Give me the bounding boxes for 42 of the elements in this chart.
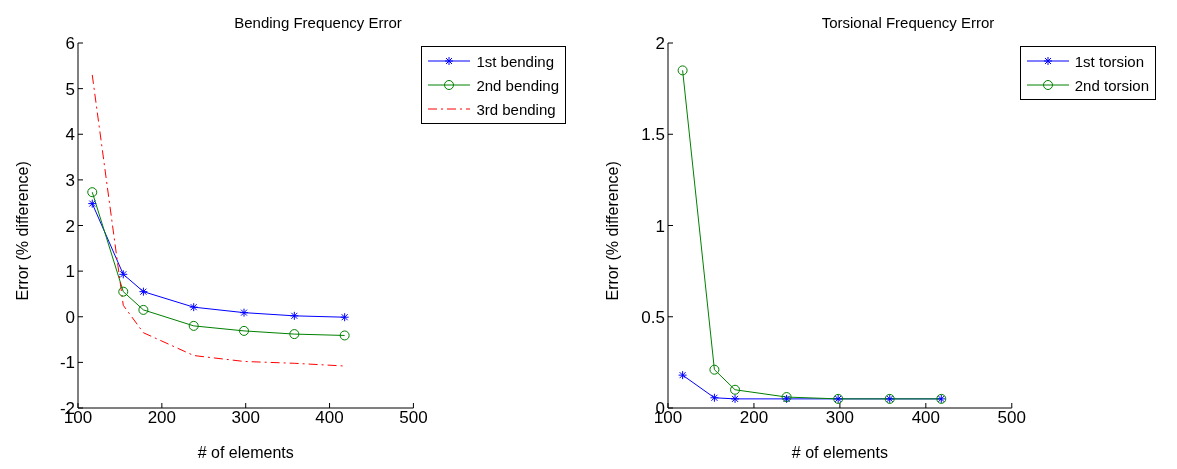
x-axis-title: # of elements	[791, 444, 888, 461]
legend-label: 1st torsion	[1074, 52, 1144, 70]
x-tick-label: 400	[911, 408, 941, 428]
point	[730, 384, 741, 395]
chart-title: Torsional Frequency Error	[820, 14, 996, 31]
point	[677, 65, 688, 76]
point	[138, 304, 149, 315]
legend-label: 2nd bending	[476, 76, 559, 94]
chart-title: Bending Frequency Error	[233, 14, 403, 31]
y-tick-label: 0	[65, 307, 75, 327]
y-tick-label: 1	[655, 216, 665, 236]
y-tick-label: 0.5	[641, 307, 665, 327]
point	[188, 320, 199, 331]
y-tick-label: 1.5	[641, 125, 665, 145]
legend-label: 2nd torsion	[1074, 76, 1149, 94]
point	[709, 364, 720, 375]
x-tick-label: 200	[739, 408, 769, 428]
x-tick-label: 300	[231, 408, 260, 428]
x-tick-label: 200	[147, 408, 177, 428]
point	[118, 286, 129, 297]
y-tick-label: 4	[65, 125, 75, 145]
x-tick-label: 500	[997, 408, 1026, 428]
y-tick-label: 2	[655, 34, 665, 54]
y-tick-label: 1	[65, 262, 75, 282]
x-tick-label: 500	[399, 408, 428, 428]
y-axis-title: Error (% difference)	[13, 161, 31, 301]
y-tick-label: 2	[65, 216, 75, 236]
legend-label: 3rd bending	[476, 100, 556, 118]
point	[339, 330, 350, 341]
x-tick-label: 400	[315, 408, 344, 428]
legend-label: 1st bending	[476, 52, 554, 70]
point	[87, 187, 98, 198]
y-tick-label: 5	[65, 79, 75, 99]
x-axis-title: # of elements	[197, 444, 294, 461]
point	[289, 329, 300, 340]
y-tick-label: 6	[65, 34, 75, 54]
y-axis-title: Error (% difference)	[603, 161, 621, 301]
x-tick-label: 300	[825, 408, 855, 428]
line-series	[91, 74, 346, 367]
y-tick-label: 3	[65, 170, 75, 190]
point	[239, 325, 250, 336]
y-tick-label: -1	[59, 353, 75, 373]
